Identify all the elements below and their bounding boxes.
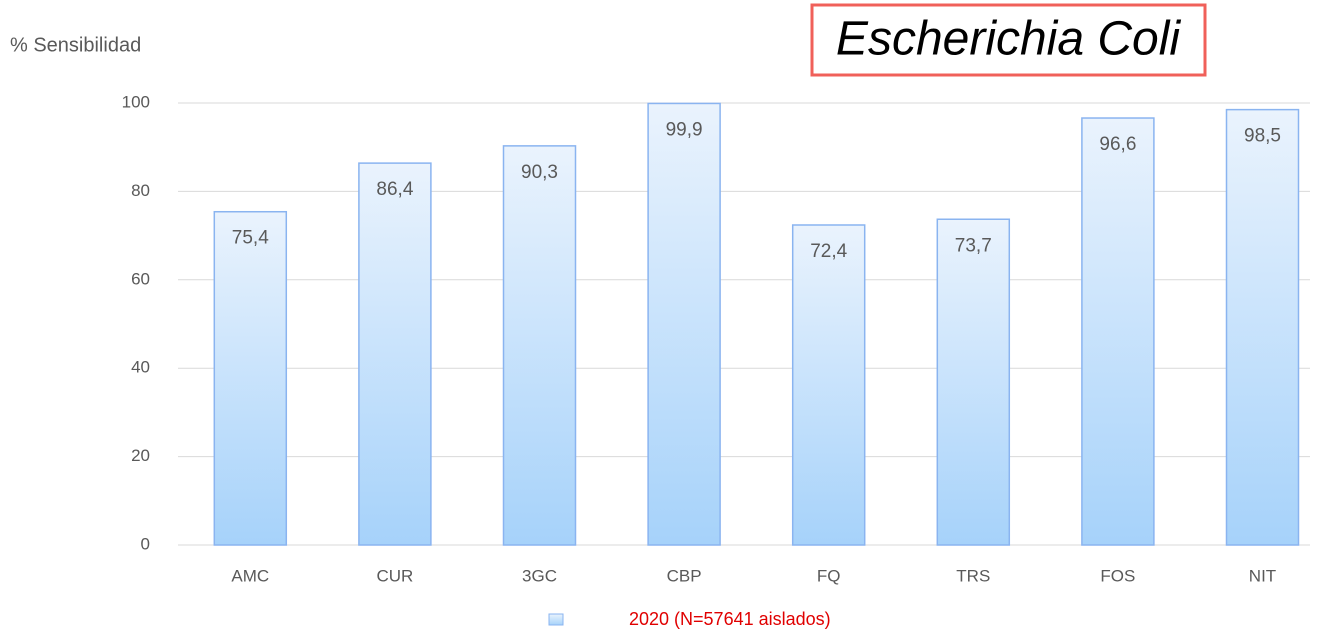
bar bbox=[936, 218, 1011, 546]
bar bbox=[647, 102, 721, 546]
bar bbox=[213, 210, 288, 546]
x-tick-label: CUR bbox=[376, 566, 413, 585]
legend-swatch bbox=[548, 613, 564, 626]
data-label: 99,9 bbox=[666, 119, 703, 140]
x-tick-label: NIT bbox=[1249, 566, 1276, 585]
y-tick-label: 80 bbox=[131, 181, 150, 200]
y-tick-label: 0 bbox=[141, 534, 150, 553]
data-label: 98,5 bbox=[1244, 126, 1281, 147]
data-label: 96,6 bbox=[1099, 134, 1136, 155]
bar bbox=[502, 145, 577, 546]
y-tick-label: 20 bbox=[131, 446, 150, 465]
y-axis-label: % Sensibilidad bbox=[10, 34, 141, 56]
data-label: 73,7 bbox=[955, 235, 992, 256]
chart-title: Escherichia Coli bbox=[836, 13, 1181, 66]
legend-label: 2020 (N=57641 aislados) bbox=[629, 609, 831, 629]
data-label: 90,3 bbox=[521, 162, 558, 183]
bar bbox=[358, 162, 432, 546]
bar bbox=[791, 224, 866, 546]
title-box bbox=[810, 3, 1207, 77]
bar bbox=[1081, 117, 1155, 546]
y-tick-label: 40 bbox=[131, 358, 150, 377]
y-tick-label: 100 bbox=[122, 92, 150, 111]
bar bbox=[1225, 108, 1300, 546]
x-tick-label: FOS bbox=[1100, 566, 1135, 585]
x-tick-label: AMC bbox=[231, 566, 269, 585]
x-tick-label: CBP bbox=[667, 566, 702, 585]
y-tick-label: 60 bbox=[131, 269, 150, 288]
x-tick-label: TRS bbox=[956, 566, 990, 585]
data-label: 72,4 bbox=[810, 241, 847, 262]
x-tick-label: FQ bbox=[817, 566, 841, 585]
data-label: 86,4 bbox=[376, 179, 413, 200]
data-label: 75,4 bbox=[232, 228, 269, 249]
x-tick-label: 3GC bbox=[522, 566, 557, 585]
